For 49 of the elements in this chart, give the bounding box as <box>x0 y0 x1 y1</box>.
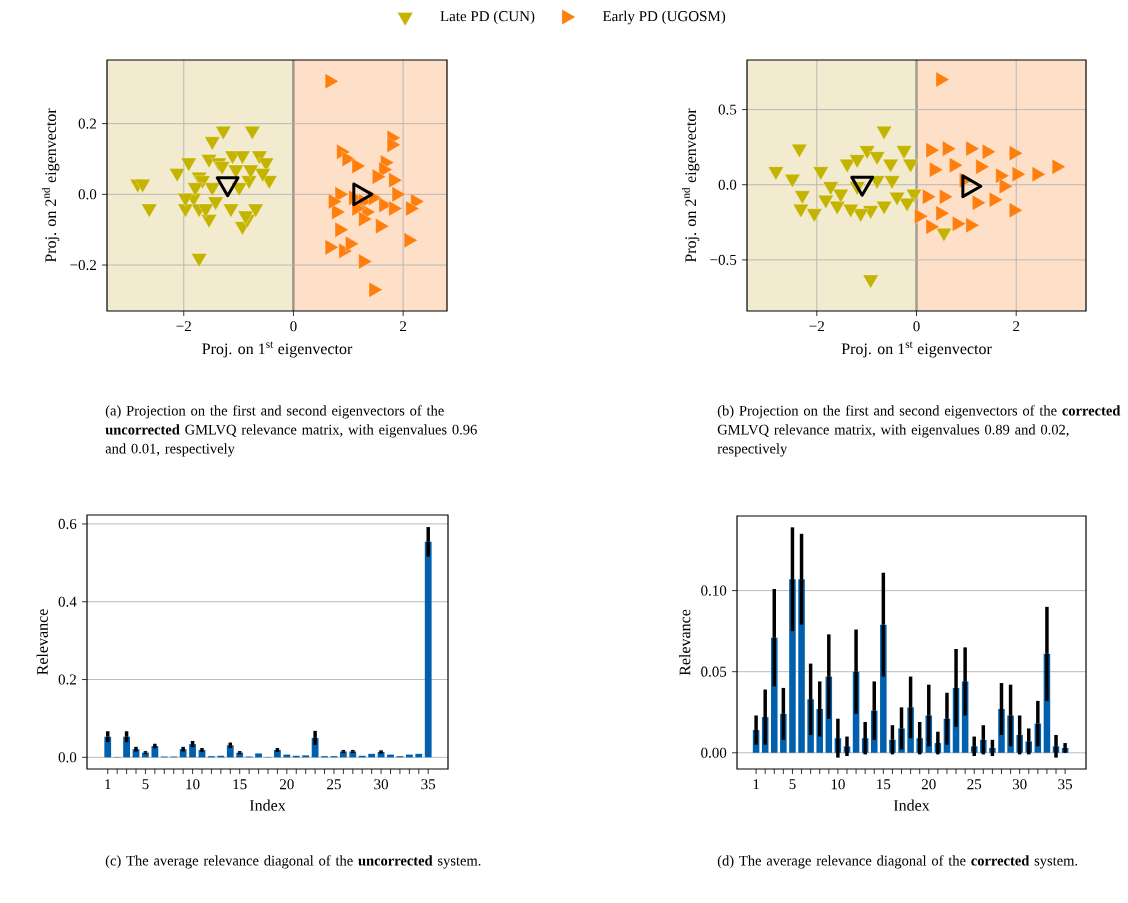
x-tick-label: 20 <box>921 779 936 790</box>
y-tick-label: 0.0 <box>718 179 737 190</box>
x-tick-label: 25 <box>327 779 341 790</box>
y-axis-title: Relevance <box>36 609 48 675</box>
legend-label: Early PD (UGOSM) <box>602 10 726 25</box>
x-tick-label: 25 <box>967 779 982 790</box>
text: (d) The average relevance diagonal of the corrected system. <box>717 855 1078 869</box>
y-tick-label: 0.05 <box>701 666 727 677</box>
y-axis-title: Proj. on 2$^{nd}$ eigenvector <box>41 108 60 263</box>
x-tick-label: 30 <box>1012 779 1027 790</box>
x-tick-label: 2 <box>400 321 407 332</box>
y-tick-label: 0.10 <box>701 585 727 596</box>
y-axis-title: Proj. on 2$^{nd}$ eigenvector <box>681 108 700 263</box>
x-tick-label: 20 <box>279 779 294 790</box>
x-tick-label: −2 <box>176 321 191 332</box>
text: (a) Projection on the first and second eigenvectors of the uncorrected GMLVQ relevance matrix, with eigenvalues 0.96 and 0.01, respectively <box>105 405 477 457</box>
x-tick-label: 15 <box>877 779 891 790</box>
x-tick-label: 10 <box>831 779 845 790</box>
x-axis-title: Index <box>893 799 930 811</box>
y-tick-label: −0.5 <box>710 254 737 265</box>
x-tick-label: 5 <box>142 779 149 790</box>
x-tick-label: 1 <box>753 779 759 790</box>
y-tick-label: 0.6 <box>58 518 77 530</box>
y-tick-label: 0.0 <box>78 189 97 200</box>
y-tick-label: 0.5 <box>718 104 737 115</box>
x-tick-label: 0 <box>290 321 297 332</box>
x-tick-label: 35 <box>421 779 436 790</box>
x-tick-label: 15 <box>233 779 247 790</box>
x-tick-label: 0 <box>913 321 920 332</box>
text: (c) The average relevance diagonal of the uncorrected system. <box>105 855 481 869</box>
y-tick-label: −0.2 <box>70 259 96 271</box>
x-tick-label: 5 <box>789 779 796 790</box>
x-axis-title: Index <box>249 799 286 811</box>
y-tick-label: 0.0 <box>58 752 77 763</box>
x-tick-label: 35 <box>1058 779 1073 790</box>
y-tick-label: 0.2 <box>58 674 76 685</box>
y-tick-label: 0.2 <box>78 118 96 129</box>
legend-label: Late PD (CUN) <box>440 10 535 25</box>
x-tick-label: −2 <box>809 321 824 332</box>
x-tick-label: 10 <box>186 779 200 790</box>
y-axis-title: Relevance <box>679 609 691 676</box>
x-axis-title: Proj. on 1$^{st}$ eigenvector <box>841 341 992 358</box>
x-tick-label: 30 <box>374 779 388 790</box>
x-tick-label: 2 <box>1013 321 1020 332</box>
text: (b) Projection on the first and second eigenvectors of the corrected GMLVQ relevance matrix, with eigenvalues 0.89 and 0.02, respectively <box>717 405 1121 457</box>
y-tick-label: 0.00 <box>701 747 727 758</box>
x-axis-title: Proj. on 1$^{st}$ eigenvector <box>202 341 353 358</box>
x-tick-label: 1 <box>105 779 111 790</box>
y-tick-label: 0.4 <box>58 596 77 607</box>
